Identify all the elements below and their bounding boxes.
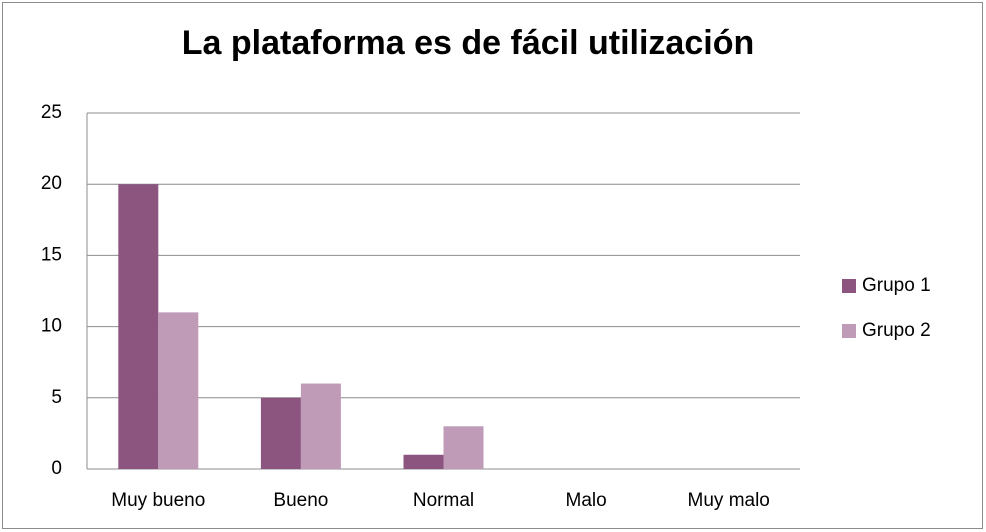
y-tick-label: 25: [41, 102, 62, 123]
bar: [118, 184, 159, 469]
bar: [300, 383, 341, 469]
y-tick-label: 5: [51, 387, 62, 408]
x-tick-label: Bueno: [273, 490, 328, 511]
chart-title: La plataforma es de fácil utilización: [182, 24, 755, 62]
y-tick-label: 0: [51, 458, 62, 479]
bar: [403, 454, 444, 469]
legend-swatch: [842, 279, 856, 293]
x-tick-label: Malo: [566, 490, 607, 511]
legend-swatch: [842, 324, 856, 338]
bar: [158, 312, 199, 469]
legend-label: Grupo 2: [862, 320, 931, 341]
y-tick-label: 20: [41, 173, 62, 194]
y-tick-label: 15: [41, 244, 62, 265]
bar: [260, 397, 301, 469]
x-tick-label: Normal: [413, 490, 474, 511]
bar: [443, 426, 484, 469]
y-tick-label: 10: [41, 316, 62, 337]
x-tick-label: Muy bueno: [111, 490, 205, 511]
x-tick-label: Muy malo: [688, 490, 770, 511]
legend-label: Grupo 1: [862, 275, 931, 296]
